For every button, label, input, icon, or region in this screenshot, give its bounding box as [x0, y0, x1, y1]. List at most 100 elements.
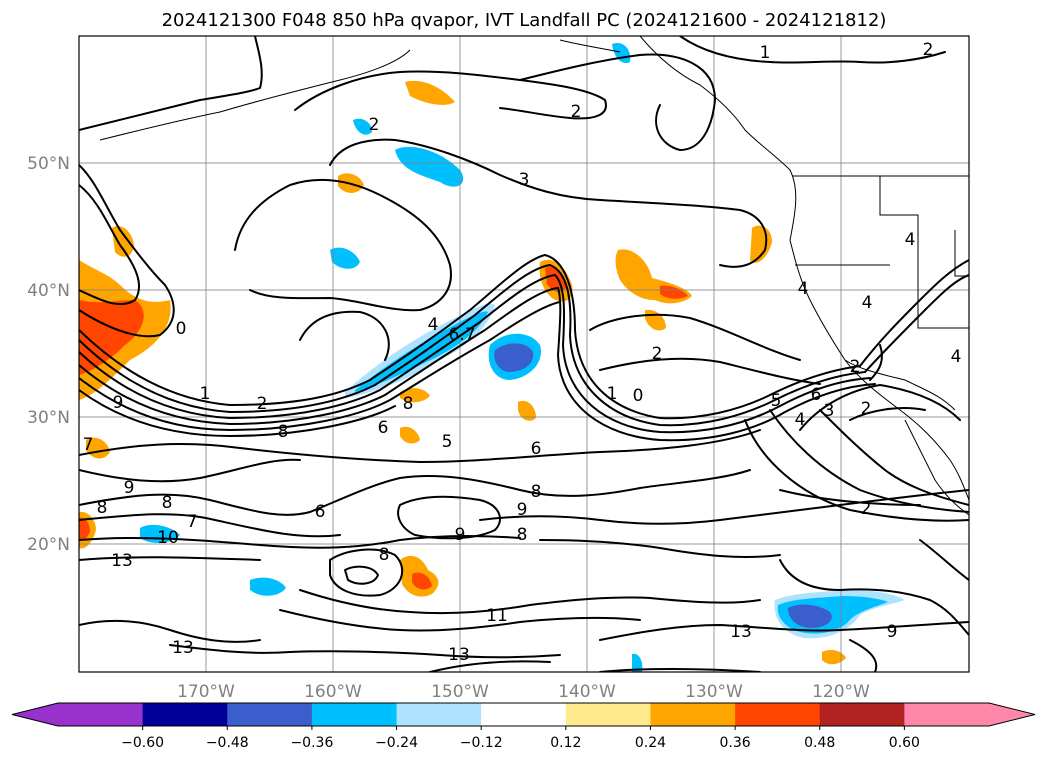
positive-anomaly-patch [518, 400, 536, 421]
lat-label: 50°N [27, 154, 70, 174]
positive-anomaly-patch [660, 285, 688, 299]
colorbar-segment [311, 703, 398, 726]
contour-label: 4 [795, 410, 806, 430]
negative-anomaly-patch [250, 577, 286, 596]
lat-labels: 50°N 40°N 30°N 20°N [27, 154, 70, 555]
contour-label: 1 [200, 384, 211, 404]
colorbar-tick-label: −0.48 [206, 735, 249, 751]
negative-anomaly-patch [395, 146, 464, 187]
colorbar-segment [819, 703, 905, 726]
colorbar-segment [904, 703, 990, 726]
contour-label: 2 [652, 344, 663, 364]
contour-label: 5 [442, 432, 453, 452]
lon-labels: 170°W 160°W 150°W 140°W 130°W 120°W [177, 682, 870, 702]
contour-label: 8 [278, 422, 289, 442]
contour-label: 11 [486, 606, 508, 626]
contour-label: 10 [157, 528, 179, 548]
colorbar-segment [735, 703, 821, 726]
colorbar-segment [142, 703, 228, 726]
contour-label: 8 [162, 493, 173, 513]
contour-label: 3 [519, 170, 530, 190]
contour-label: 13 [111, 551, 133, 571]
contour-label: 2 [369, 115, 380, 135]
colorbar-segment [396, 703, 482, 726]
contour-label: 2 [861, 499, 872, 519]
positive-anomaly-patch [400, 426, 420, 444]
colorbar-tick-label: 0.24 [635, 735, 666, 751]
negative-anomaly-patch [355, 311, 488, 392]
contour-label: 8 [97, 498, 108, 518]
negative-anomaly-patch [330, 247, 360, 269]
lon-label: 140°W [558, 682, 616, 702]
colorbar-segment [565, 703, 651, 726]
lat-label: 30°N [27, 408, 70, 428]
negative-anomaly-patch [788, 604, 832, 628]
lat-label: 40°N [27, 281, 70, 301]
lon-label: 120°W [812, 682, 870, 702]
contour-label: 8 [517, 525, 528, 545]
contour-label: 2 [257, 394, 268, 414]
colorbar-segment [227, 703, 313, 726]
colorbar-segment [58, 703, 144, 726]
colorbar-tick-label: −0.12 [460, 735, 503, 751]
positive-anomaly-patch [400, 388, 430, 403]
contour-labels: 1 2 2 2 3 0 1 2 4 6.7 9 8 2 1 0 4 4 4 6 … [83, 40, 962, 665]
positive-anomaly-patch [405, 80, 455, 105]
contour-label: 7 [187, 512, 198, 532]
contour-label: 13 [448, 645, 470, 665]
contour-label: 4 [905, 230, 916, 250]
contour-label: 6 [378, 418, 389, 438]
contour-label: 9 [124, 478, 135, 498]
contour-label: 9 [113, 393, 124, 413]
map-frame [78, 35, 970, 673]
contour-label: 4 [951, 347, 962, 367]
negative-anomaly-patch [612, 42, 631, 64]
contour-label: 1 [760, 43, 771, 63]
contour-label: 9 [517, 500, 528, 520]
contour-label: 4 [428, 315, 439, 335]
colorbar-tick-label: −0.60 [121, 735, 164, 751]
contour-label: 5 [771, 391, 782, 411]
contour-label: 6.7 [448, 325, 475, 345]
contour-label: 0 [176, 319, 187, 339]
colorbar-extend-max [989, 703, 1035, 726]
colorbar-extend-min [12, 703, 58, 726]
negative-anomaly-patch [632, 653, 643, 672]
lon-label: 130°W [685, 682, 743, 702]
contour-label: 2 [850, 357, 861, 377]
map-panel: 1 2 2 2 3 0 1 2 4 6.7 9 8 2 1 0 4 4 4 6 … [78, 35, 970, 673]
contour-label: 1 [607, 384, 618, 404]
contour-label: 8 [379, 545, 390, 565]
lon-label: 150°W [431, 682, 489, 702]
colorbar-segment [481, 703, 567, 726]
contour-label: 6 [315, 502, 326, 522]
lon-label: 170°W [177, 682, 235, 702]
lat-label: 20°N [27, 535, 70, 555]
contour-label: 3 [824, 401, 835, 421]
positive-anomaly-patch [112, 225, 134, 257]
contour-label: 6 [811, 385, 822, 405]
contour-label: 8 [531, 482, 542, 502]
colorbar-tick-label: 0.36 [720, 735, 751, 751]
positive-anomaly-patch [822, 650, 846, 665]
contour-label: 8 [403, 394, 414, 414]
negative-anomaly-patch [494, 343, 534, 372]
contour-label: 13 [172, 638, 194, 658]
contour-label: 4 [862, 293, 873, 313]
contour-label: 9 [887, 622, 898, 642]
contour-label: 13 [730, 622, 752, 642]
ivt-contours [79, 36, 969, 672]
colorbar-tick-label: 0.60 [889, 735, 920, 751]
contour-label: 9 [455, 525, 466, 545]
colorbar-segment [650, 703, 736, 726]
figure-title: 2024121300 F048 850 hPa qvapor, IVT Land… [162, 10, 887, 31]
contour-label: 2 [923, 40, 934, 60]
colorbar-tick-label: −0.24 [375, 735, 418, 751]
contour-label: 2 [571, 102, 582, 122]
negative-anomaly-patch [353, 118, 372, 135]
contour-label: 4 [798, 279, 809, 299]
colorbar: −0.60 −0.48 −0.36 −0.24 −0.12 0.12 0.24 0.36 0.4… [11, 702, 1036, 751]
contour-label: 0 [633, 386, 644, 406]
colorbar-tick-label: −0.36 [290, 735, 333, 751]
